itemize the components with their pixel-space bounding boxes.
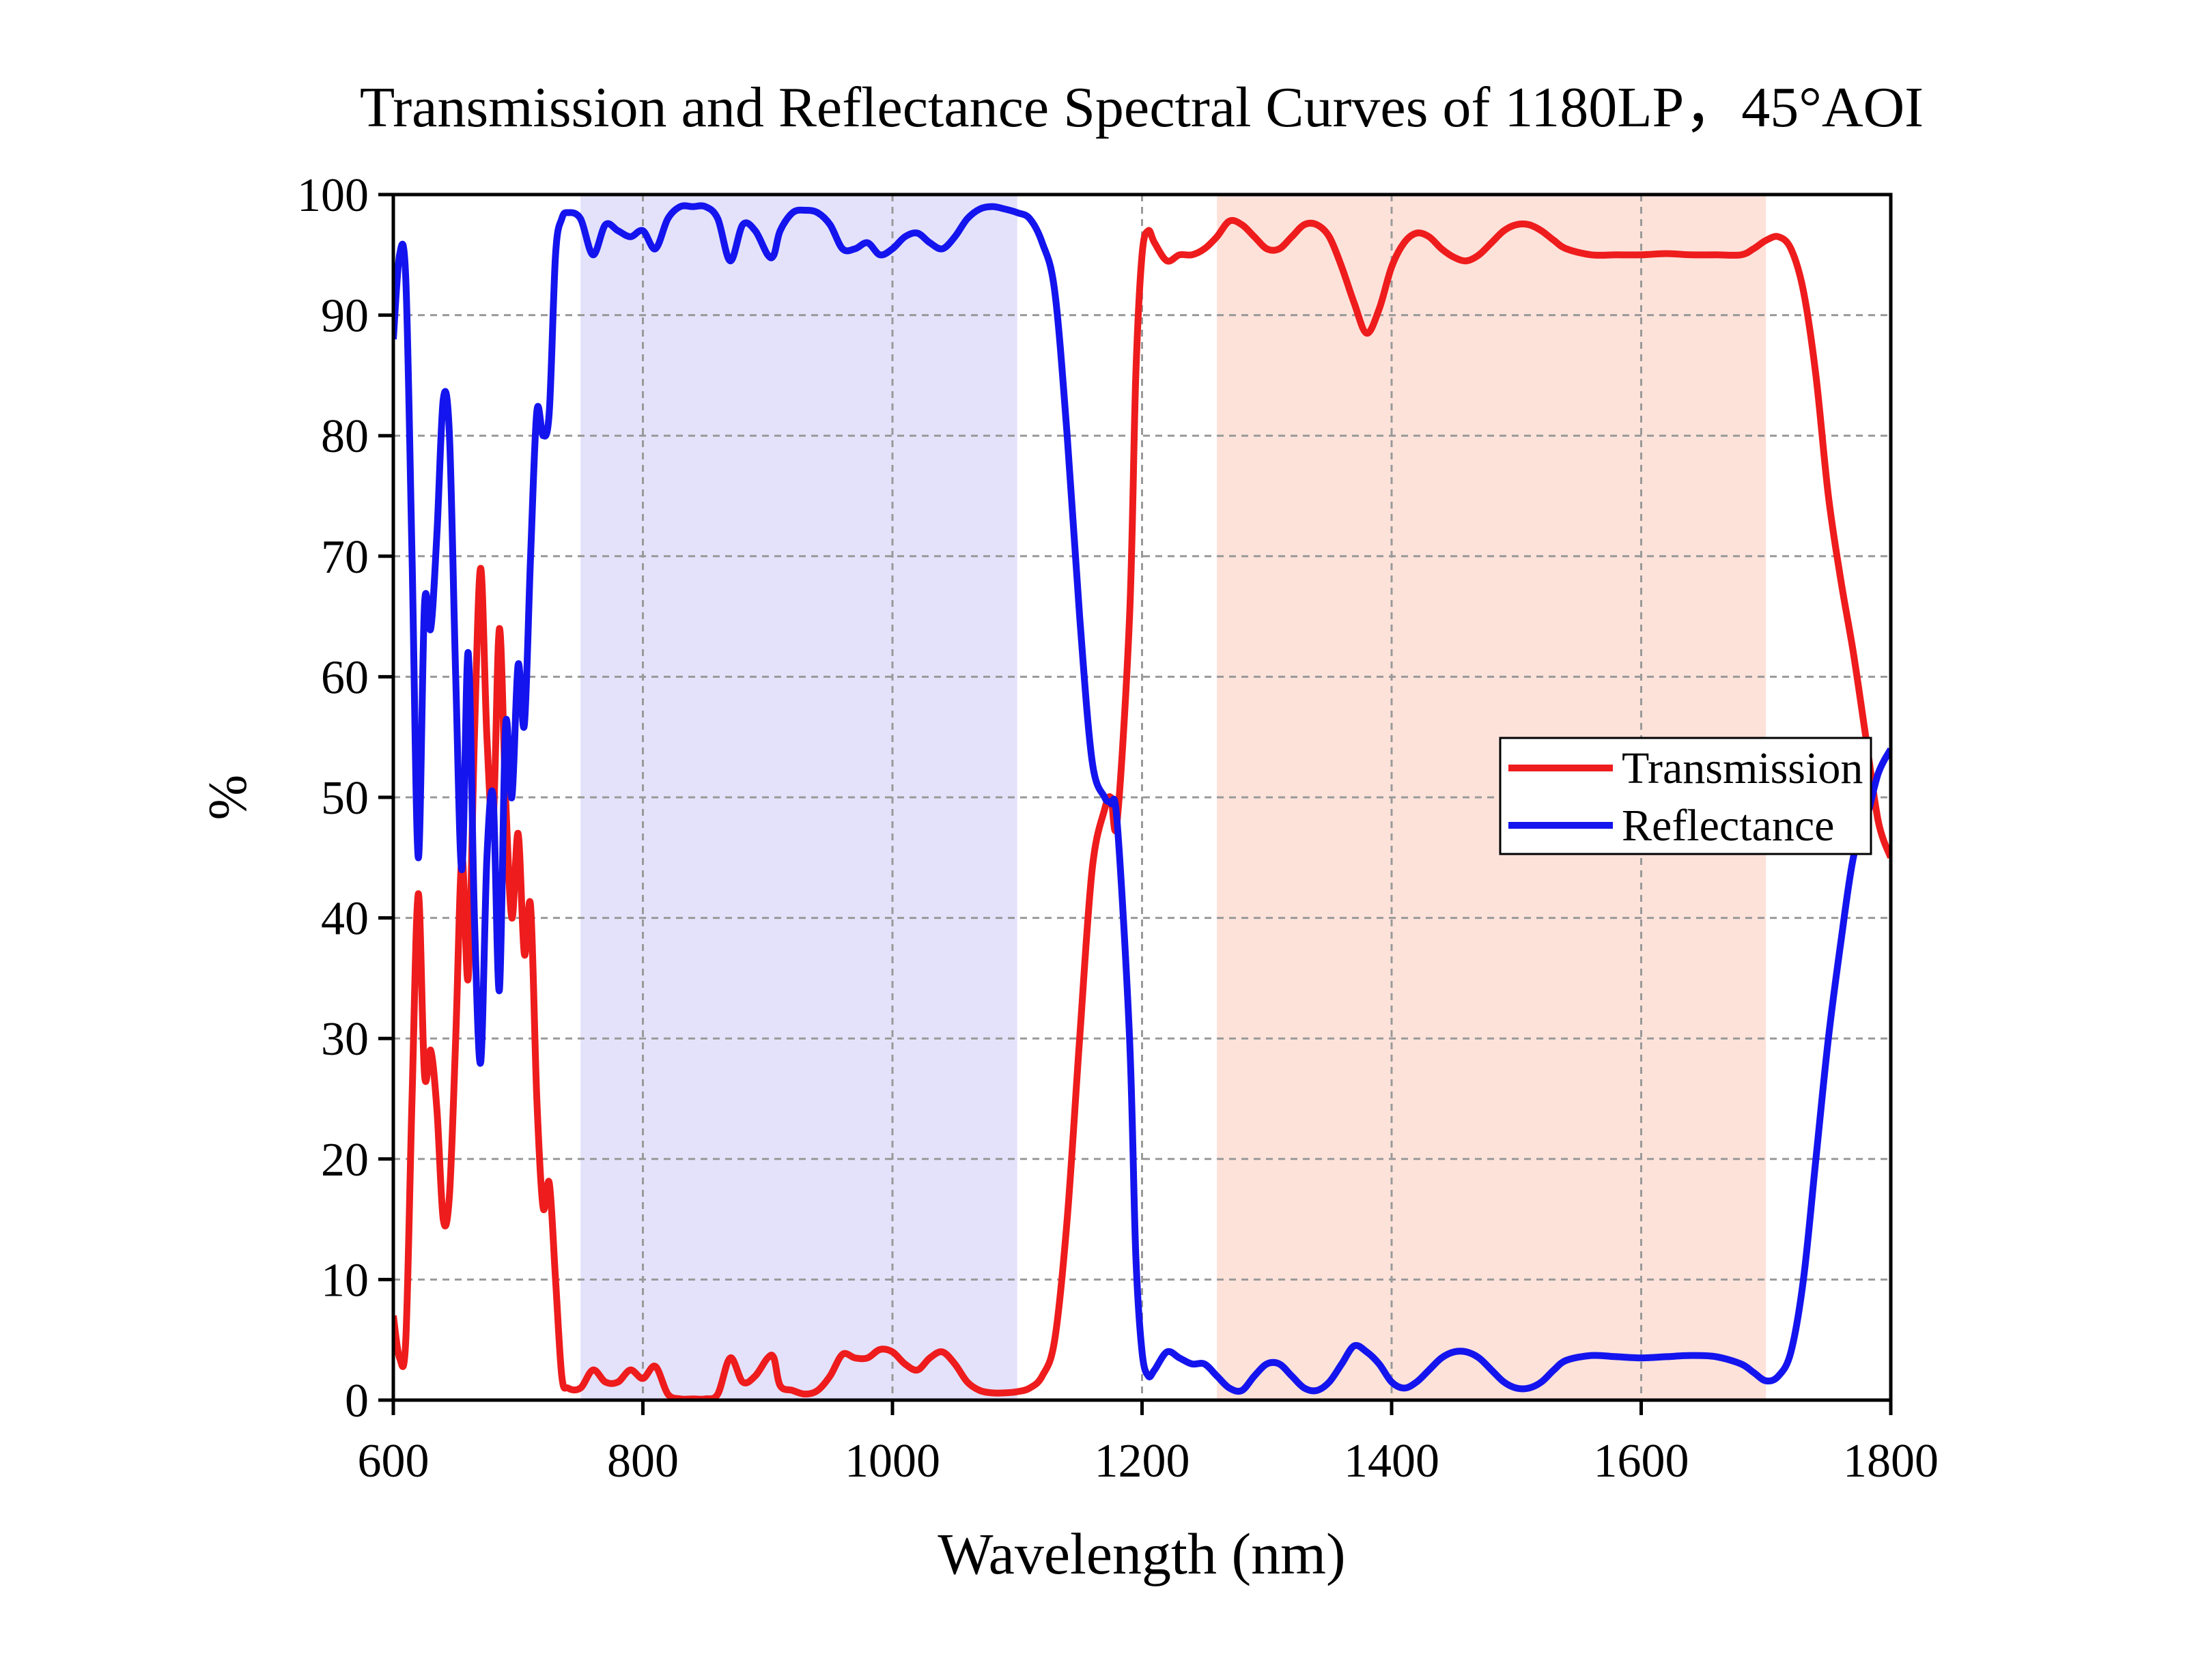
x-axis-label: Wavelength (nm) bbox=[938, 1521, 1345, 1586]
x-tick-label: 1600 bbox=[1594, 1435, 1689, 1487]
x-tick-label: 1400 bbox=[1344, 1435, 1439, 1487]
y-tick-label: 10 bbox=[321, 1254, 369, 1307]
x-tick-label: 600 bbox=[358, 1435, 430, 1487]
y-tick-label: 50 bbox=[321, 772, 369, 825]
y-tick-label: 90 bbox=[321, 290, 369, 343]
x-tick-label: 1800 bbox=[1843, 1435, 1939, 1487]
plot-frame bbox=[391, 193, 1893, 1402]
y-tick-label: 40 bbox=[321, 893, 369, 945]
legend-label: Transmission bbox=[1622, 743, 1863, 793]
y-tick-label: 0 bbox=[345, 1375, 369, 1427]
y-axis-label: % bbox=[198, 775, 258, 821]
x-tick-label: 1000 bbox=[845, 1435, 940, 1487]
y-tick-label: 20 bbox=[321, 1134, 369, 1186]
x-tick-label: 1200 bbox=[1095, 1435, 1190, 1487]
y-tick-label: 60 bbox=[321, 651, 369, 704]
series-line bbox=[393, 202, 1891, 1395]
chart-title: Transmission and Reflectance Spectral Cu… bbox=[360, 76, 1924, 139]
y-tick-label: 70 bbox=[321, 531, 369, 584]
legend-box bbox=[1499, 737, 1872, 855]
y-tick-label: 100 bbox=[297, 169, 369, 222]
y-tick-label: 30 bbox=[321, 1013, 369, 1066]
y-tick-label: 80 bbox=[321, 410, 369, 463]
x-tick-label: 800 bbox=[607, 1435, 679, 1487]
legend-label: Reflectance bbox=[1622, 801, 1834, 851]
